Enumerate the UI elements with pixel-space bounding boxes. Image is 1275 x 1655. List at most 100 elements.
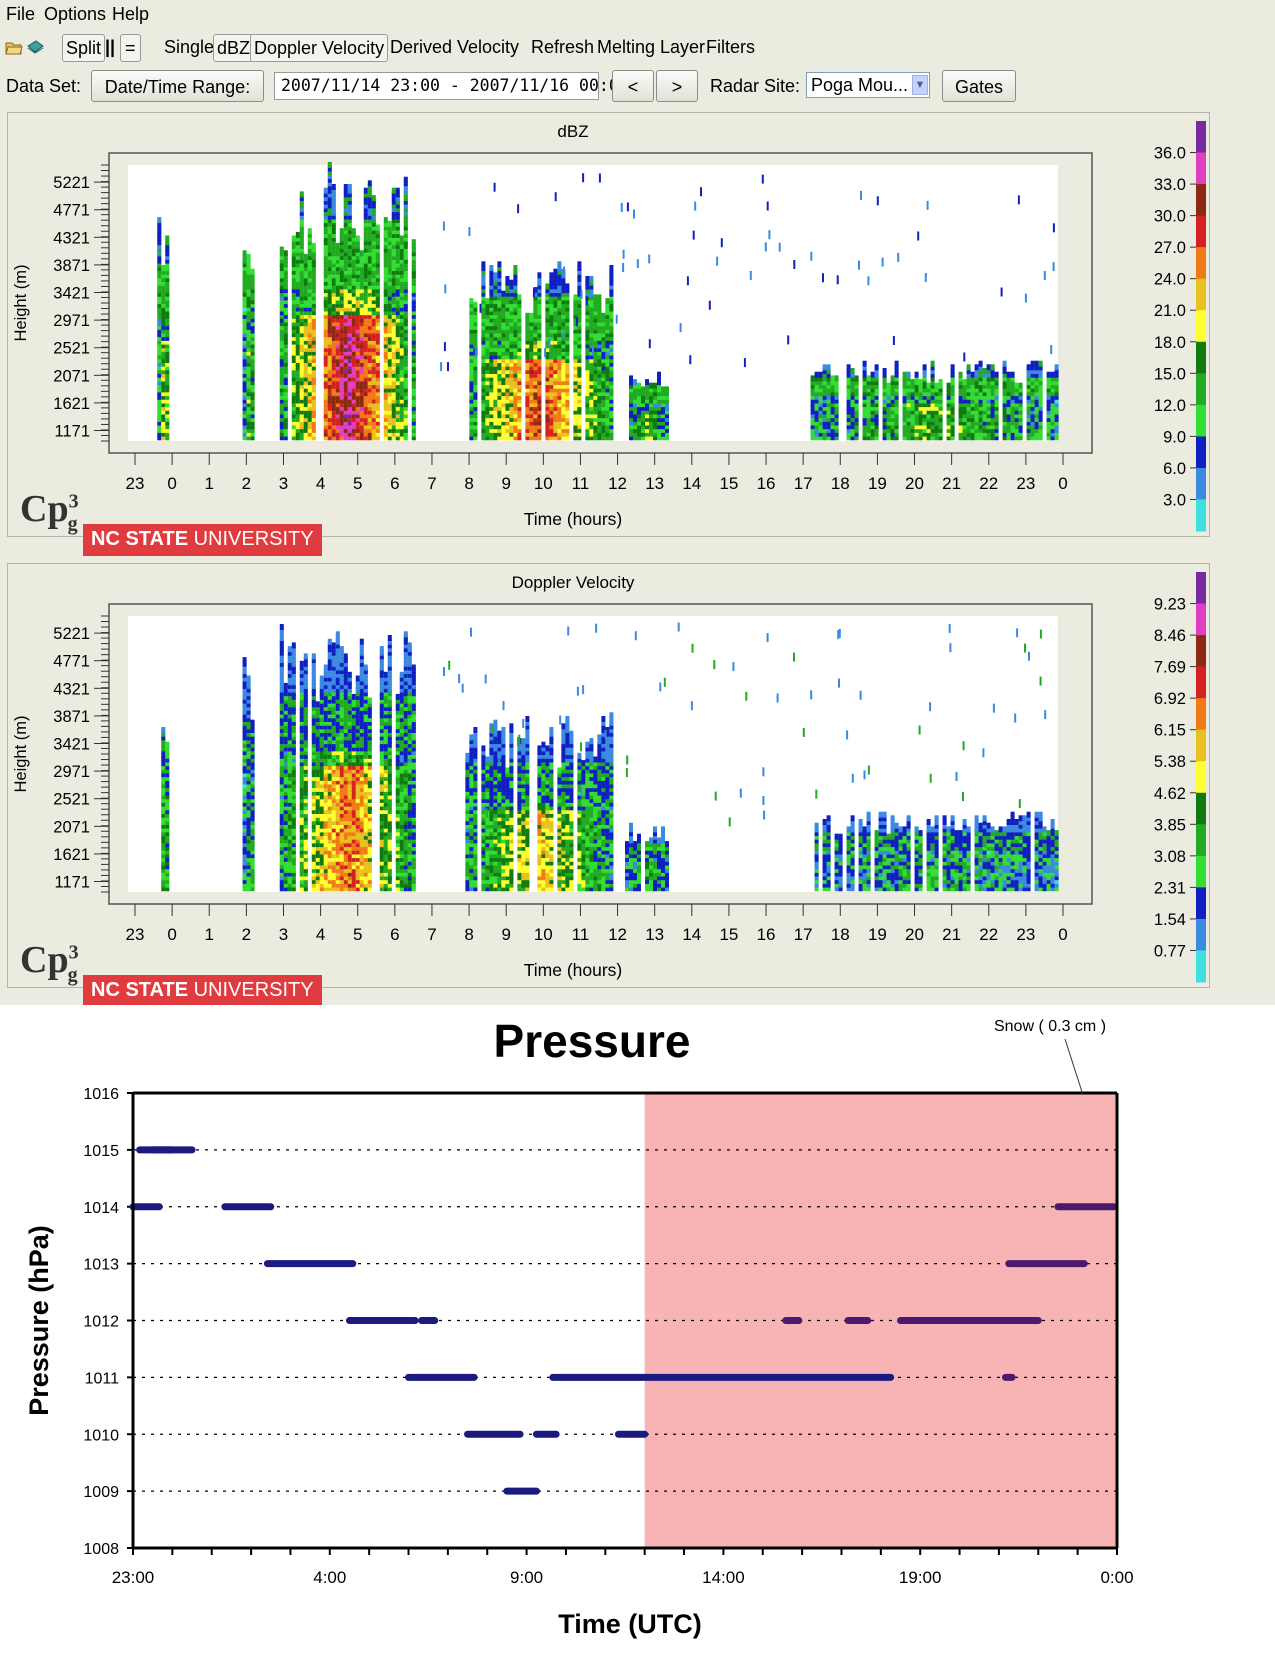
colorbar-swatch xyxy=(1196,121,1206,153)
echo-cell xyxy=(473,302,477,308)
echo-cell xyxy=(161,727,165,733)
colorbar-swatch xyxy=(1196,247,1206,279)
echo-cell xyxy=(509,280,513,286)
echo-cell xyxy=(1047,372,1051,378)
echo-cell xyxy=(887,383,891,389)
x-tick-label: 7 xyxy=(427,474,436,493)
sparse-echo xyxy=(533,288,535,297)
single-button[interactable]: Single xyxy=(164,37,214,58)
filters-button[interactable]: Filters xyxy=(706,37,755,58)
x-tick-label: 23 xyxy=(1016,474,1035,493)
toolbar: Split || = Single dBZ Doppler Velocity D… xyxy=(0,32,1275,64)
doppler-velocity-chart: Doppler Velocity522147714321387134212971… xyxy=(8,564,1211,989)
colorbar-label: 30.0 xyxy=(1154,208,1186,226)
echo-cell xyxy=(404,177,408,183)
menu-file[interactable]: File xyxy=(6,4,35,25)
echo-cell xyxy=(360,250,364,256)
sparse-echo xyxy=(882,258,884,267)
next-button[interactable]: > xyxy=(656,70,698,102)
sparse-echo xyxy=(621,203,623,212)
x-tick-label: 4 xyxy=(316,474,325,493)
echo-cell xyxy=(412,239,416,245)
vertical-split-button[interactable]: || xyxy=(105,37,115,58)
chevron-down-icon[interactable]: ▼ xyxy=(912,75,928,95)
menu-help[interactable]: Help xyxy=(112,4,149,25)
derived-velocity-button[interactable]: Derived Velocity xyxy=(390,37,519,58)
echo-cell xyxy=(915,372,919,378)
gates-button[interactable]: Gates xyxy=(942,70,1016,102)
dbz-button[interactable]: dBZ xyxy=(213,34,254,62)
dataset-label: Data Set: xyxy=(6,76,81,97)
echo-cell xyxy=(661,386,665,392)
sparse-echo xyxy=(779,243,781,252)
echo-cell xyxy=(629,375,633,381)
sparse-echo xyxy=(700,187,702,196)
echo-cell xyxy=(376,225,380,231)
refresh-button[interactable]: Refresh xyxy=(531,37,594,58)
y-tick-label: 5221 xyxy=(53,174,90,192)
echo-cell xyxy=(292,236,296,242)
horizontal-split-button[interactable]: = xyxy=(120,34,141,62)
x-tick-label: 16 xyxy=(757,474,776,493)
echo-cell xyxy=(589,276,593,282)
echo-cell xyxy=(388,221,392,227)
y-tick-label: 2071 xyxy=(53,367,90,385)
previous-button[interactable]: < xyxy=(612,70,654,102)
echo-cell xyxy=(501,291,505,297)
echo-cell xyxy=(304,254,308,260)
sparse-echo xyxy=(627,202,629,211)
echo-cell xyxy=(827,364,831,370)
split-button[interactable]: Split xyxy=(62,34,105,62)
sparse-echo xyxy=(687,276,689,285)
echo-cell xyxy=(867,375,871,381)
x-tick-label: 0 xyxy=(1058,474,1067,493)
echo-cell xyxy=(811,375,815,381)
sparse-echo xyxy=(680,323,682,332)
open-folder-icon[interactable] xyxy=(5,38,23,56)
echo-cell xyxy=(601,313,605,319)
echo-cell xyxy=(947,383,951,389)
sparse-echo xyxy=(494,183,496,192)
colorbar-swatch xyxy=(1196,310,1206,342)
echo-cell xyxy=(657,372,661,378)
save-disk-icon[interactable] xyxy=(26,38,44,56)
x-tick-label: 23 xyxy=(126,474,145,493)
y-tick-label: 2971 xyxy=(53,312,90,330)
colorbar-swatch xyxy=(1196,499,1206,531)
sparse-echo xyxy=(927,201,929,210)
echo-cell xyxy=(971,372,975,378)
colorbar-label: 9.0 xyxy=(1163,428,1186,446)
x-tick-label: 10 xyxy=(534,474,553,493)
sparse-echo xyxy=(1053,262,1055,271)
colorbar-label: 12.0 xyxy=(1154,397,1186,415)
echo-cell xyxy=(161,265,165,271)
echo-cell xyxy=(823,364,827,370)
echo-cell xyxy=(815,372,819,378)
sparse-echo xyxy=(721,238,723,247)
sparse-echo xyxy=(858,261,860,270)
date-time-range-button[interactable]: Date/Time Range: xyxy=(91,70,264,102)
echo-cell xyxy=(545,283,549,289)
echo-cell xyxy=(641,386,645,392)
echo-cell xyxy=(513,265,517,271)
sparse-echo xyxy=(648,254,650,263)
echo-cell xyxy=(959,372,963,378)
colorbar-swatch xyxy=(1196,279,1206,311)
echo-cell xyxy=(835,375,839,381)
echo-cell xyxy=(400,236,404,242)
sparse-echo xyxy=(1044,271,1046,280)
doppler-velocity-button[interactable]: Doppler Velocity xyxy=(250,34,388,62)
echo-cell xyxy=(296,232,300,238)
echo-cell xyxy=(497,261,501,267)
echo-cell xyxy=(517,294,521,300)
echo-cell xyxy=(935,383,939,389)
x-tick-label: 3 xyxy=(279,474,288,493)
echo-cell xyxy=(340,228,344,234)
date-time-range-field[interactable]: 2007/11/14 23:00 - 2007/11/16 00:00 xyxy=(274,72,599,100)
melting-layer-button[interactable]: Melting Layer xyxy=(597,37,705,58)
sparse-echo xyxy=(716,257,718,266)
echo-cell xyxy=(1035,361,1039,367)
sparse-echo xyxy=(633,210,635,219)
radar-site-select[interactable]: Poga Mou... ▼ xyxy=(806,72,930,98)
menu-options[interactable]: Options xyxy=(44,4,106,25)
